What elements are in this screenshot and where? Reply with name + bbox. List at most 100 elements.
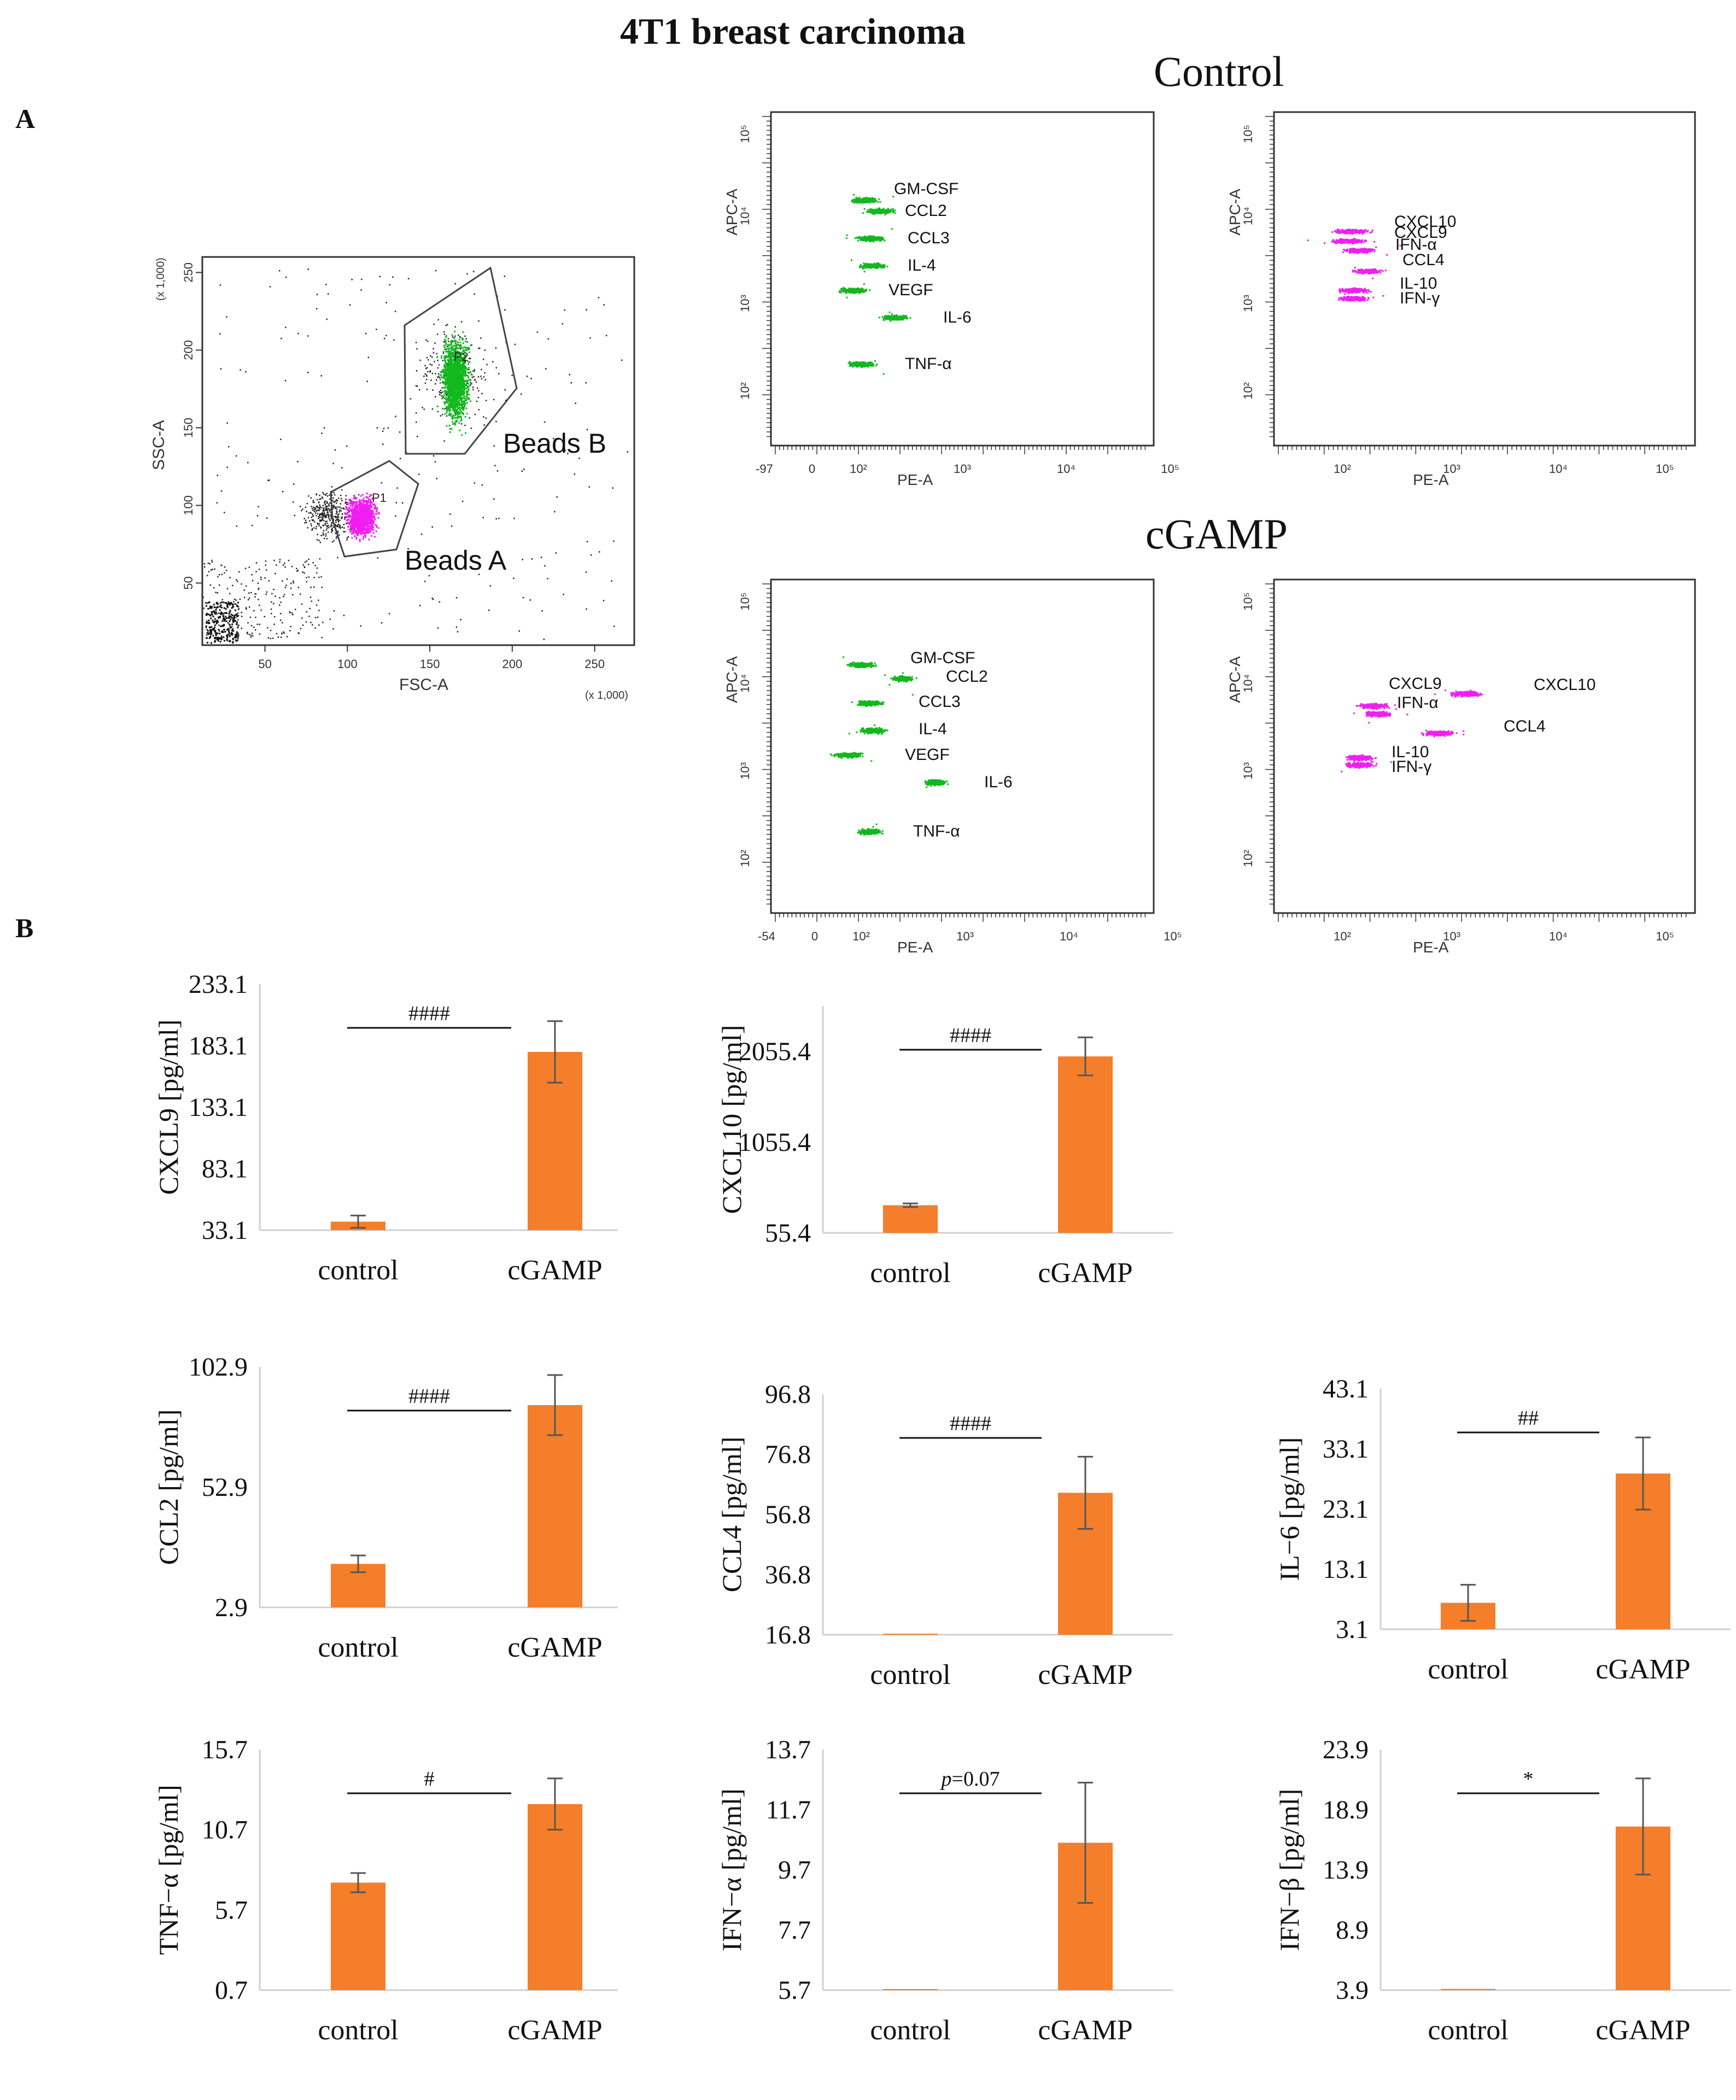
y-tick-label: 13.9 <box>1323 1856 1369 1885</box>
y-tick-label: 9.7 <box>778 1856 811 1885</box>
y-tick-label: 1055.4 <box>739 1128 811 1157</box>
category-label: cGAMP <box>507 2015 602 2046</box>
gating-plot-frame <box>201 256 635 646</box>
y-tick-label: 183.1 <box>189 1032 248 1061</box>
gating-y-tick: 50 <box>182 576 195 589</box>
facs-x-tick: -97 <box>756 462 773 476</box>
facs-y-axis-label: APC-A <box>1226 189 1243 236</box>
significance-label: #### <box>408 1385 450 1408</box>
category-label: control <box>1428 2015 1508 2046</box>
panel-b-label: B <box>15 912 34 943</box>
facs-y-tick: 10² <box>738 850 752 867</box>
facs-y-tick: 10⁴ <box>1241 674 1255 693</box>
facs-cluster-label: GM-CSF <box>894 180 958 198</box>
y-axis-title: CXCL10 [pg/ml] <box>716 1025 747 1214</box>
facs-x-tick: -54 <box>758 929 775 943</box>
facs-cluster-label: IFN-γ <box>1400 289 1440 307</box>
category-label: cGAMP <box>507 1255 602 1286</box>
y-tick-label: 55.4 <box>765 1219 811 1248</box>
facs-plot-cgamp-magenta: 10² 10³ 10⁴ 10⁵ 10² 10³ 10⁴ 10⁵ PE-A APC-A CXCL9 CX… <box>1208 574 1728 962</box>
significance-label: #### <box>950 1412 991 1435</box>
y-axis-title: IFN−β [pg/ml] <box>1274 1789 1305 1951</box>
significance-label: # <box>424 1768 435 1791</box>
y-tick-label: 3.1 <box>1336 1615 1369 1644</box>
facs-cluster-label: TNF-α <box>913 822 960 840</box>
y-axis-title: IL−6 [pg/ml] <box>1274 1437 1305 1581</box>
significance-label: #### <box>408 1002 450 1025</box>
gating-x-tick: 150 <box>420 657 440 671</box>
gate-p2-polygon <box>404 266 518 455</box>
y-tick-label: 0.7 <box>215 1976 248 2005</box>
gating-y-tick: 150 <box>182 418 195 438</box>
beads-b-label: Beads B <box>503 428 606 459</box>
gating-x-tick: 50 <box>258 657 271 671</box>
gating-x-tick: 250 <box>584 657 605 671</box>
facs-y-tick: 10³ <box>738 295 752 312</box>
bar-control <box>883 1989 938 1990</box>
gating-y-tick: 250 <box>182 262 195 283</box>
facs-cluster-label: GM-CSF <box>910 649 975 667</box>
facs-x-tick: 10⁵ <box>1656 462 1674 476</box>
facs-frame <box>770 578 1155 914</box>
figure-title: 4T1 breast carcinoma <box>619 10 966 52</box>
facs-frame <box>1273 111 1696 447</box>
facs-x-tick: 10⁴ <box>1549 929 1568 943</box>
bar-chart-ifnb: 3.9 8.9 13.9 18.9 23.9 IFN−β [pg/ml] control cG… <box>1274 1735 1731 2046</box>
significance-label: ## <box>1518 1407 1539 1430</box>
y-tick-label: 43.1 <box>1323 1374 1369 1403</box>
gating-scatter-plot: P2 P1 Beads B Beads A 50 100 150 200 250 50 10… <box>148 251 673 705</box>
facs-cluster-label: CCL4 <box>1402 251 1445 269</box>
y-axis-title: CXCL9 [pg/ml] <box>153 1020 184 1195</box>
significance-label: p=0.07 <box>940 1768 1000 1791</box>
y-tick-label: 3.9 <box>1336 1976 1369 2005</box>
facs-cluster-label: IL-4 <box>908 256 936 274</box>
facs-x-tick: 0 <box>811 929 818 943</box>
facs-x-tick: 10⁵ <box>1164 929 1182 943</box>
facs-x-tick: 10² <box>1334 929 1351 943</box>
facs-plot-control-green: -97 0 10² 10³ 10⁴ 10⁵ 10² 10³ 10⁴ 10⁵ PE-A APC-A GM-… <box>705 107 1197 495</box>
y-tick-label: 16.8 <box>765 1621 811 1649</box>
facs-x-tick: 10³ <box>956 929 974 943</box>
facs-cluster-label: CCL4 <box>1504 717 1546 735</box>
facs-x-tick: 10⁵ <box>1161 462 1179 476</box>
bar-cGAMP <box>528 1405 582 1607</box>
facs-y-tick: 10⁴ <box>738 207 752 225</box>
facs-x-tick: 10² <box>850 462 867 476</box>
facs-y-tick: 10⁵ <box>738 125 752 143</box>
y-tick-label: 8.9 <box>1336 1916 1369 1945</box>
gating-x-axis-label: FSC-A <box>399 676 448 694</box>
facs-y-tick: 10⁵ <box>1241 592 1255 611</box>
category-label: control <box>318 1255 398 1286</box>
y-tick-label: 7.7 <box>778 1916 811 1945</box>
facs-x-tick: 10² <box>1334 462 1351 476</box>
facs-cluster-label: CXCL10 <box>1394 213 1456 231</box>
condition-label-cgamp: cGAMP <box>1145 510 1288 558</box>
y-axis-title: CCL2 [pg/ml] <box>153 1409 184 1565</box>
facs-x-tick: 10⁵ <box>1656 929 1674 943</box>
y-tick-label: 10.7 <box>202 1816 248 1845</box>
facs-cluster-label: IFN-α <box>1395 236 1437 254</box>
facs-y-tick: 10⁵ <box>738 592 752 611</box>
category-label: cGAMP <box>1038 2015 1132 2046</box>
facs-y-tick: 10⁵ <box>1241 125 1255 143</box>
y-tick-label: 52.9 <box>202 1473 248 1502</box>
bar-control <box>1441 1988 1495 1990</box>
facs-cluster-label: IL-10 <box>1400 274 1437 293</box>
y-tick-label: 18.9 <box>1323 1795 1369 1824</box>
facs-cluster-label: IL-4 <box>919 720 947 738</box>
condition-label-control: Control <box>1154 48 1284 95</box>
facs-x-tick: 10³ <box>954 462 971 476</box>
facs-y-axis-label: APC-A <box>723 656 740 703</box>
facs-y-tick: 10⁴ <box>738 674 752 693</box>
y-tick-label: 133.1 <box>189 1093 248 1122</box>
facs-cluster-label: CCL2 <box>905 202 947 220</box>
facs-x-tick: 10³ <box>1443 462 1460 476</box>
category-label: control <box>1428 1654 1508 1685</box>
y-tick-label: 11.7 <box>766 1795 811 1824</box>
facs-x-tick: 10⁴ <box>1060 929 1078 943</box>
category-label: control <box>318 2015 398 2046</box>
facs-frame <box>1273 578 1696 914</box>
